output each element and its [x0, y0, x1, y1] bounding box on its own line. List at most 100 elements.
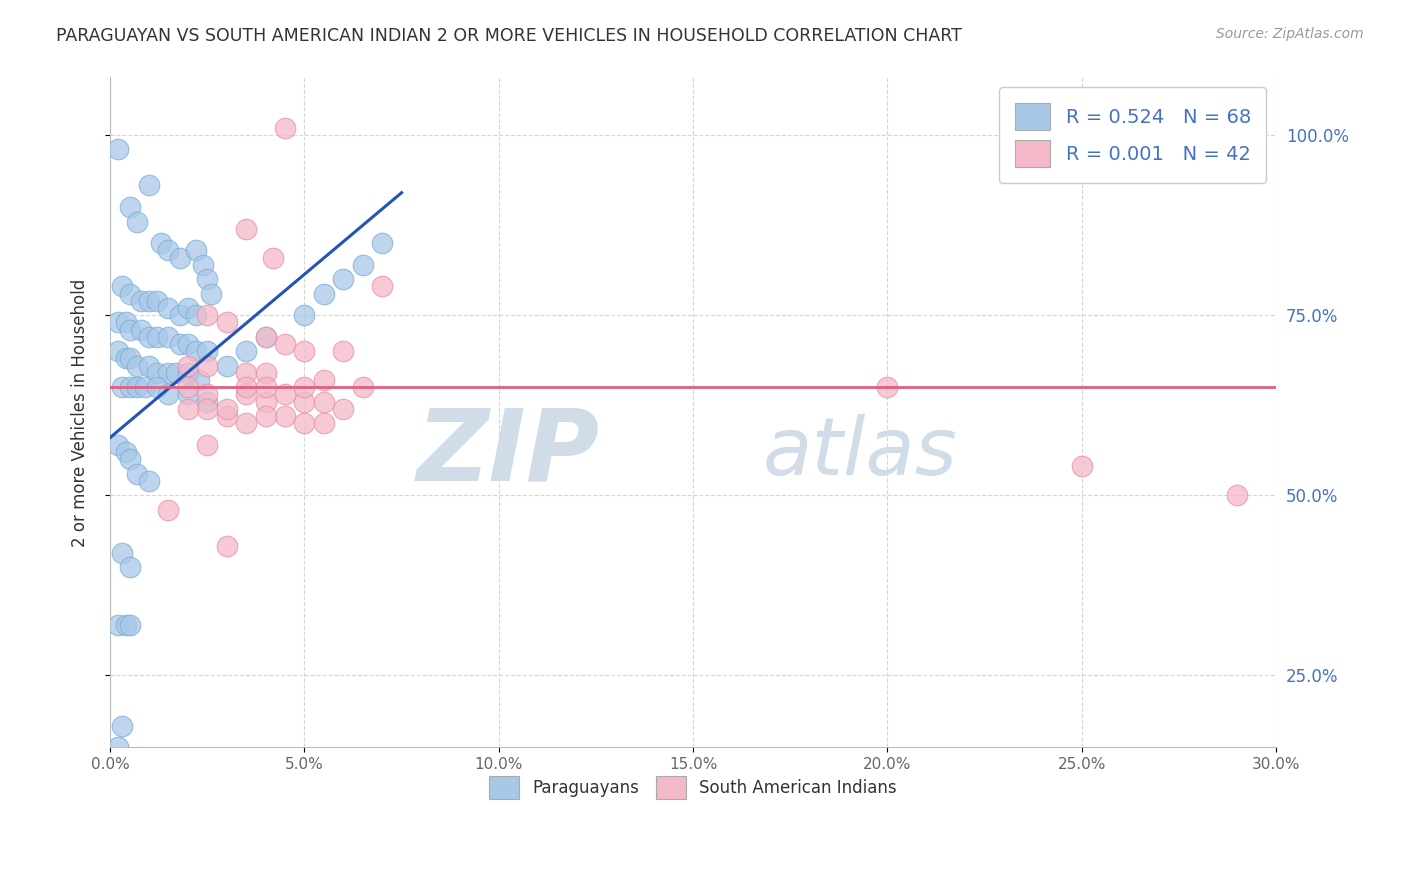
Point [118, 322, 141, 336]
Point [118, 560, 141, 574]
Point [235, 344, 257, 359]
Point [114, 618, 136, 632]
Point [254, 409, 277, 423]
Point [107, 143, 129, 157]
Point [157, 301, 180, 315]
Point [177, 380, 200, 394]
Point [157, 387, 180, 401]
Point [312, 416, 335, 430]
Point [177, 366, 200, 380]
Point [254, 330, 277, 344]
Point [169, 337, 191, 351]
Point [129, 293, 152, 308]
Point [118, 452, 141, 467]
Point [215, 409, 238, 423]
Point [118, 200, 141, 214]
Point [177, 337, 200, 351]
Point [200, 286, 222, 301]
Point [371, 236, 394, 251]
Point [145, 380, 167, 394]
Point [138, 178, 160, 193]
Point [215, 401, 238, 416]
Point [118, 380, 141, 394]
Legend: Paraguayans, South American Indians: Paraguayans, South American Indians [475, 763, 910, 813]
Point [195, 344, 218, 359]
Point [352, 258, 374, 272]
Point [332, 272, 354, 286]
Text: PARAGUAYAN VS SOUTH AMERICAN INDIAN 2 OR MORE VEHICLES IN HOUSEHOLD CORRELATION : PARAGUAYAN VS SOUTH AMERICAN INDIAN 2 OR… [56, 27, 962, 45]
Point [876, 380, 898, 394]
Point [169, 251, 191, 265]
Point [138, 359, 160, 373]
Point [195, 401, 218, 416]
Point [114, 351, 136, 366]
Point [111, 546, 134, 560]
Point [107, 344, 129, 359]
Point [127, 214, 149, 228]
Point [254, 380, 277, 394]
Point [145, 330, 167, 344]
Point [274, 337, 297, 351]
Text: ZIP: ZIP [416, 404, 600, 501]
Point [149, 236, 172, 251]
Point [332, 401, 354, 416]
Point [157, 366, 180, 380]
Point [254, 366, 277, 380]
Point [177, 401, 200, 416]
Point [195, 308, 218, 322]
Point [107, 740, 129, 755]
Point [235, 416, 257, 430]
Point [235, 387, 257, 401]
Point [134, 380, 156, 394]
Point [274, 409, 297, 423]
Point [195, 438, 218, 452]
Point [215, 359, 238, 373]
Point [127, 359, 149, 373]
Point [235, 221, 257, 235]
Point [235, 380, 257, 394]
Point [177, 301, 200, 315]
Point [118, 286, 141, 301]
Point [195, 394, 218, 409]
Point [254, 330, 277, 344]
Point [118, 351, 141, 366]
Point [184, 344, 207, 359]
Point [274, 387, 297, 401]
Point [165, 366, 187, 380]
Point [312, 286, 335, 301]
Point [215, 539, 238, 553]
Point [107, 315, 129, 329]
Point [294, 380, 316, 394]
Point [169, 308, 191, 322]
Point [145, 293, 167, 308]
Point [1226, 488, 1249, 502]
Point [177, 387, 200, 401]
Point [235, 366, 257, 380]
Text: atlas: atlas [763, 414, 957, 491]
Point [127, 380, 149, 394]
Point [138, 474, 160, 488]
Point [157, 244, 180, 258]
Point [262, 251, 284, 265]
Point [129, 322, 152, 336]
Point [184, 244, 207, 258]
Point [294, 416, 316, 430]
Point [195, 387, 218, 401]
Point [157, 330, 180, 344]
Point [107, 618, 129, 632]
Point [188, 373, 211, 387]
Point [254, 394, 277, 409]
Point [195, 272, 218, 286]
Point [138, 293, 160, 308]
Point [107, 438, 129, 452]
Point [215, 315, 238, 329]
Point [184, 308, 207, 322]
Point [111, 719, 134, 733]
Point [352, 380, 374, 394]
Point [177, 359, 200, 373]
Point [312, 373, 335, 387]
Point [274, 120, 297, 135]
Point [118, 618, 141, 632]
Point [127, 467, 149, 481]
Y-axis label: 2 or more Vehicles in Household: 2 or more Vehicles in Household [72, 278, 89, 547]
